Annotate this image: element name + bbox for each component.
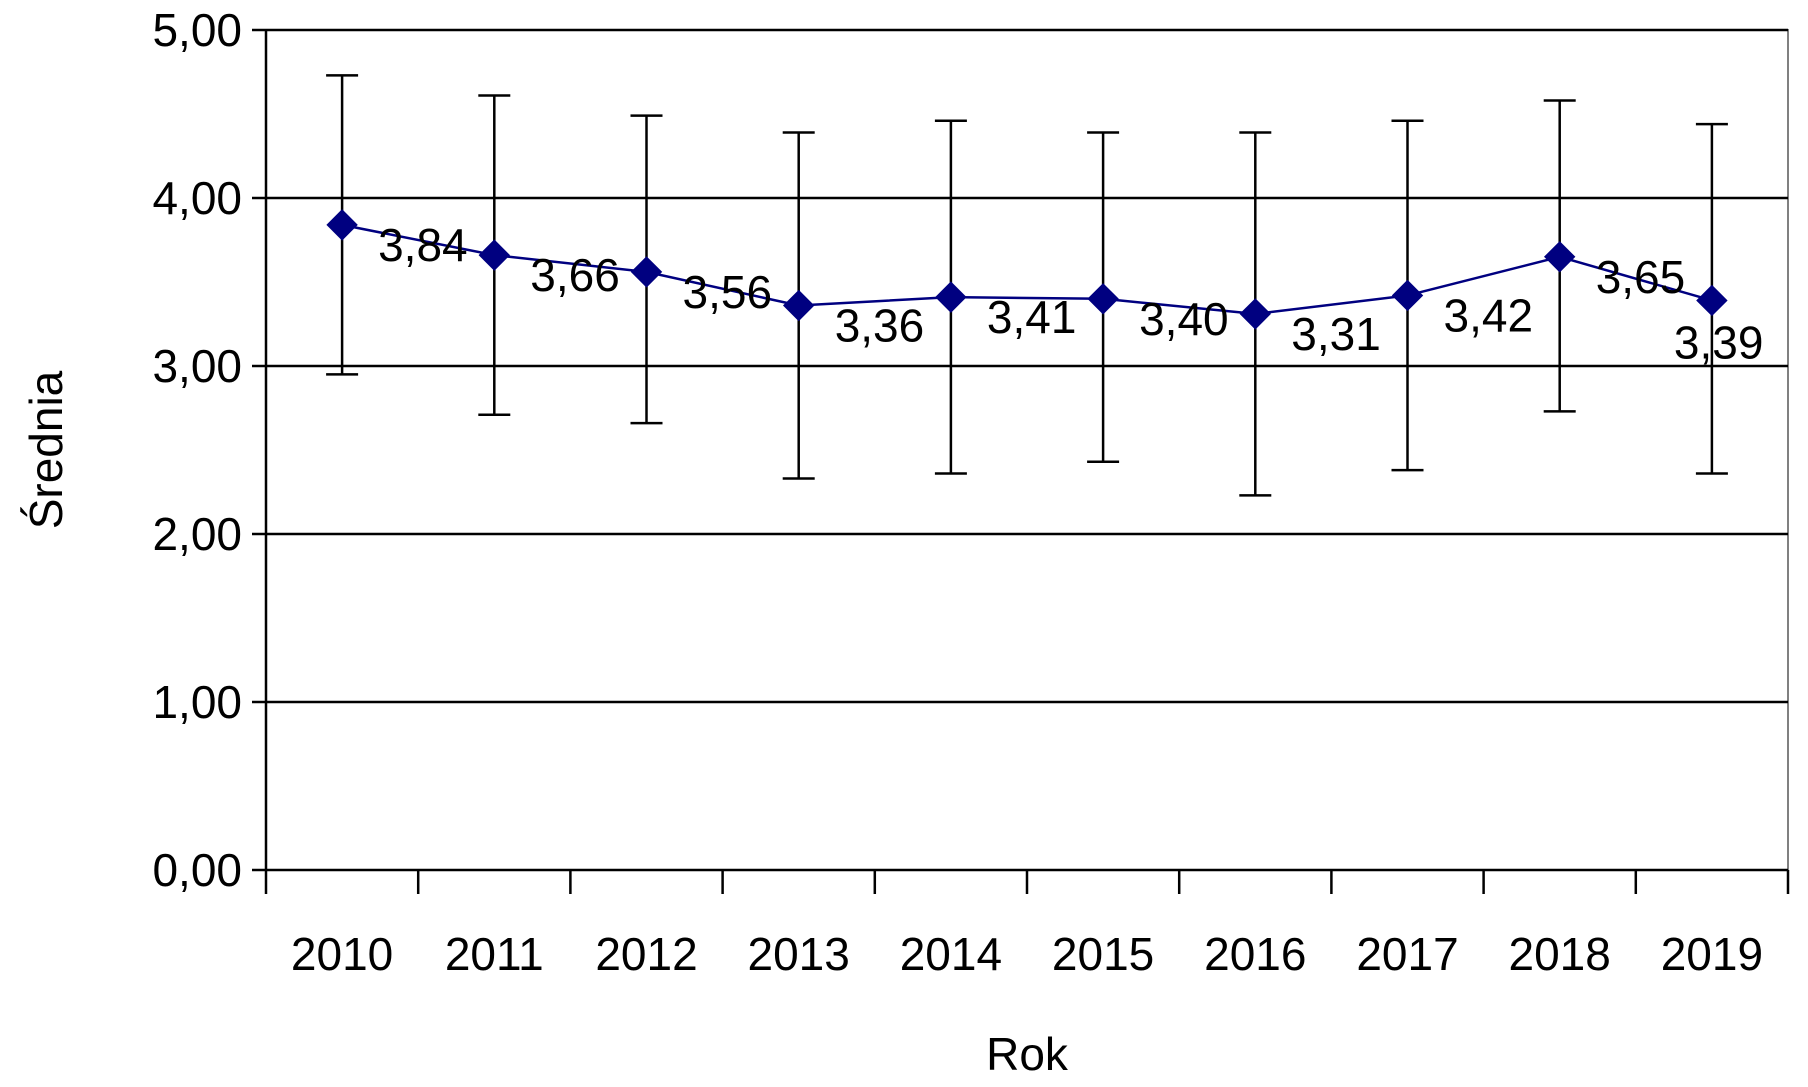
x-tick-label-2019: 2019	[1661, 928, 1763, 980]
x-tick-label-2016: 2016	[1204, 928, 1306, 980]
data-label-2019: 3,39	[1674, 316, 1764, 368]
data-point-2012	[630, 256, 663, 288]
data-point-2016	[1239, 298, 1272, 330]
y-tick-label-5: 5,00	[152, 4, 242, 56]
x-tick-label-2013: 2013	[748, 928, 850, 980]
data-label-2011: 3,66	[530, 249, 620, 301]
data-label-2010: 3,84	[378, 219, 468, 271]
x-axis-title: Rok	[986, 1028, 1069, 1080]
x-tick-label-2011: 2011	[445, 928, 544, 980]
y-tick-label-4: 4,00	[152, 172, 242, 224]
x-tick-label-2010: 2010	[291, 928, 393, 980]
data-point-2019	[1696, 284, 1728, 317]
y-tick-label-2: 2,00	[152, 508, 242, 560]
y-tick-label-1: 1,00	[152, 676, 242, 728]
data-label-2017: 3,42	[1444, 289, 1534, 341]
data-point-2017	[1391, 279, 1424, 312]
x-tick-label-2014: 2014	[900, 928, 1002, 980]
x-tick-label-2018: 2018	[1509, 928, 1611, 980]
x-tick-label-2012: 2012	[595, 928, 697, 980]
data-point-2015	[1087, 283, 1119, 315]
y-axis-title: Średnia	[20, 370, 72, 529]
y-tick-label-0: 0,00	[152, 844, 242, 896]
data-label-2014: 3,41	[987, 291, 1077, 343]
data-label-2015: 3,40	[1139, 293, 1229, 345]
data-label-2018: 3,65	[1596, 251, 1686, 303]
y-tick-label-3: 3,00	[152, 340, 242, 392]
x-tick-label-2017: 2017	[1356, 928, 1458, 980]
x-tick-label-2015: 2015	[1052, 928, 1154, 980]
data-label-2012: 3,56	[683, 266, 773, 318]
data-label-2013: 3,36	[835, 300, 925, 352]
data-point-2013	[782, 289, 815, 322]
data-point-2011	[478, 239, 511, 271]
data-point-2014	[935, 281, 967, 313]
data-label-2016: 3,31	[1291, 308, 1381, 360]
series-line-0	[341, 223, 1713, 316]
data-point-2010	[326, 209, 358, 241]
data-point-2018	[1543, 241, 1576, 273]
